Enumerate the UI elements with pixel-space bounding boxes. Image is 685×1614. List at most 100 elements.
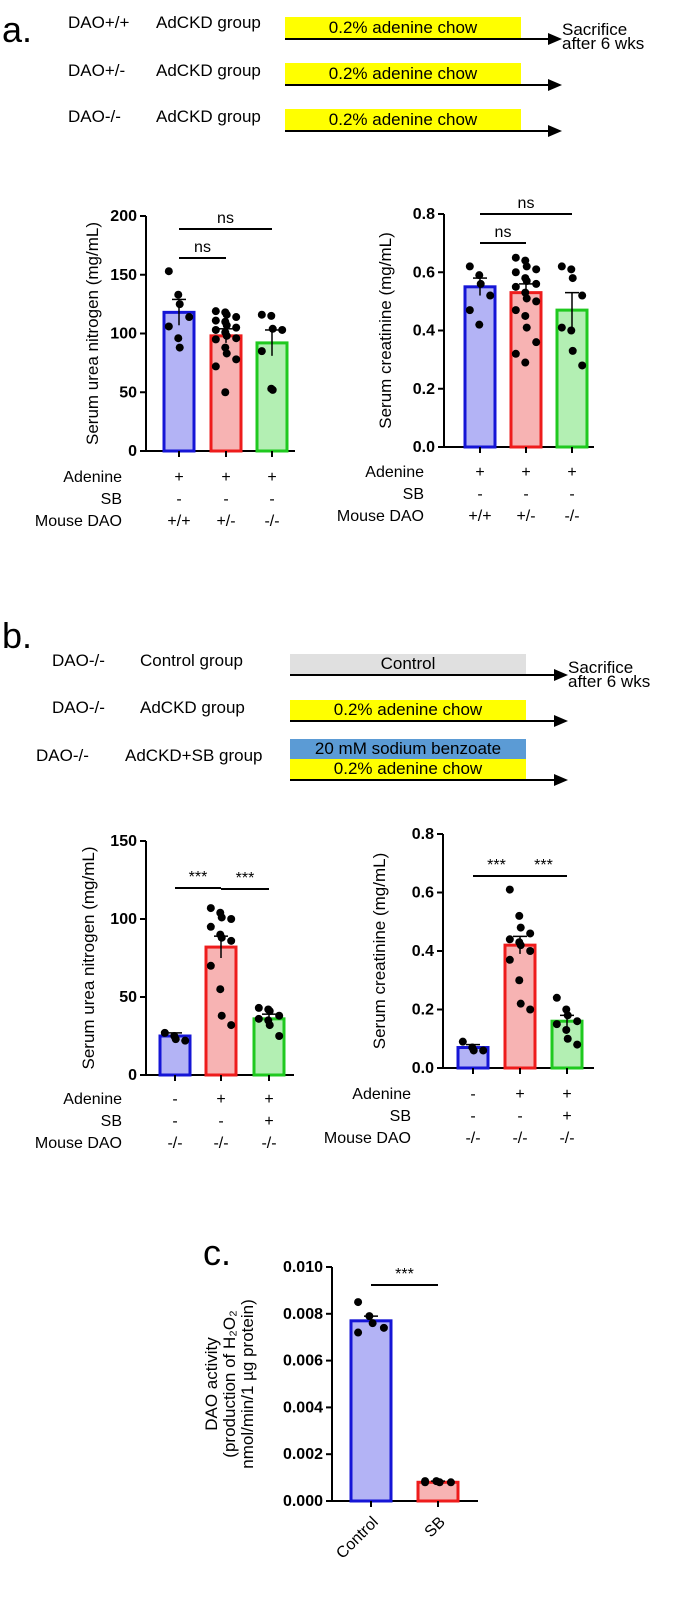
data-point (217, 933, 226, 942)
treatment-bar (290, 739, 526, 759)
data-point (568, 346, 577, 355)
condition-value: - (470, 1086, 475, 1103)
condition-value: - (470, 1108, 475, 1125)
condition-value: + (264, 1113, 273, 1130)
condition-label: SB (101, 1113, 122, 1130)
chart-a-creatinine: 0.0 0.2 0.4 0.6 0.8 Serum creatinine (mg/mL) n… (337, 195, 594, 525)
data-point (511, 253, 520, 262)
data-point (222, 349, 231, 358)
significance-label: ns (194, 239, 211, 256)
data-point (469, 1046, 478, 1055)
condition-value: - (517, 1108, 522, 1125)
data-point (568, 274, 577, 283)
y-tick-label: 0.010 (283, 1259, 323, 1276)
condition-label: Adenine (352, 1086, 411, 1103)
data-point (222, 321, 231, 330)
data-point (522, 294, 531, 303)
treatment-bar-label: 0.2% adenine chow (334, 759, 483, 778)
data-point (278, 325, 287, 334)
arrow-head-icon (554, 669, 568, 681)
schematic-a: DAO+/+ AdCKD group 0.2% adenine chow DAO+/-… (68, 13, 644, 137)
condition-value: - (477, 486, 482, 503)
condition-value: -/- (465, 1130, 480, 1147)
data-point (217, 913, 226, 922)
y-tick-label: 0.002 (283, 1446, 323, 1463)
condition-value: + (562, 1086, 571, 1103)
arrow-head-icon (548, 33, 562, 45)
data-point (479, 1046, 488, 1055)
treatment-bar (290, 700, 526, 720)
group-label: AdCKD group (156, 107, 261, 126)
data-point (557, 262, 566, 271)
y-tick-label: 0.000 (283, 1493, 323, 1510)
data-point (505, 935, 514, 944)
condition-label: SB (403, 486, 424, 503)
condition-label: Adenine (63, 1091, 122, 1108)
data-point (211, 325, 220, 334)
data-point (227, 936, 236, 945)
y-tick-label: 0 (128, 443, 137, 460)
y-tick-label: 150 (110, 267, 137, 284)
condition-value: + (216, 1091, 225, 1108)
data-point (211, 316, 220, 325)
treatment-bar-label: 0.2% adenine chow (334, 700, 483, 719)
y-tick-label: 0.0 (412, 1060, 434, 1077)
group-label: AdCKD group (156, 61, 261, 80)
significance-label: *** (534, 857, 553, 874)
group-label: AdCKD group (140, 698, 245, 717)
condition-value: - (172, 1091, 177, 1108)
treatment-bar (290, 654, 526, 674)
data-point (526, 929, 535, 938)
data-point (206, 922, 215, 931)
panel-a-label: a. (2, 9, 32, 50)
panel-c-label: c. (203, 1232, 231, 1273)
group-label: Control group (140, 651, 243, 670)
data-point (446, 1478, 455, 1487)
data-point (211, 335, 220, 344)
endpoint-label: after 6 wks (562, 34, 644, 53)
y-tick-label: 0.006 (283, 1353, 323, 1370)
genotype-label: DAO-/- (52, 651, 105, 670)
treatment-bar (285, 17, 521, 38)
genotype-label: DAO-/- (68, 107, 121, 126)
condition-value: + (267, 469, 276, 486)
data-point (354, 1298, 363, 1307)
data-point (227, 915, 236, 923)
data-point (227, 1021, 236, 1030)
condition-value: - (172, 1113, 177, 1130)
data-point (522, 323, 531, 332)
x-category-label: SB (422, 1514, 449, 1541)
data-point (435, 1478, 444, 1487)
data-point (181, 1036, 190, 1045)
y-axis-title-line: DAO activity (202, 1337, 221, 1431)
data-point (175, 300, 184, 309)
data-point (365, 1312, 374, 1321)
data-point (221, 388, 230, 397)
data-point (465, 306, 474, 315)
data-point (511, 349, 520, 358)
data-point (211, 362, 220, 371)
y-axis-title-line: nmol/min/1 µg protein) (238, 1299, 257, 1468)
data-point (174, 334, 183, 343)
data-point (275, 1011, 284, 1020)
panel-b-label: b. (2, 615, 32, 656)
condition-value: +/- (516, 508, 535, 525)
condition-label: SB (390, 1108, 411, 1125)
treatment-bar-label: 20 mM sodium benzoate (315, 739, 501, 758)
schematic-b: DAO-/- Control group Control DAO-/- AdCKD gr… (36, 651, 650, 786)
data-point (267, 311, 276, 320)
treatment-bar (285, 63, 521, 84)
data-point (268, 324, 277, 333)
bar (349, 1319, 393, 1503)
y-tick-label: 0.8 (413, 206, 435, 223)
condition-value: + (521, 464, 530, 481)
data-point (521, 311, 530, 320)
treatment-bar (290, 759, 526, 779)
data-point (232, 355, 241, 364)
data-point (552, 993, 561, 1002)
data-point (567, 326, 576, 335)
y-tick-label: 0.008 (283, 1306, 323, 1323)
genotype-label: DAO+/- (68, 61, 125, 80)
y-tick-label: 100 (110, 326, 137, 343)
data-point (532, 279, 541, 288)
